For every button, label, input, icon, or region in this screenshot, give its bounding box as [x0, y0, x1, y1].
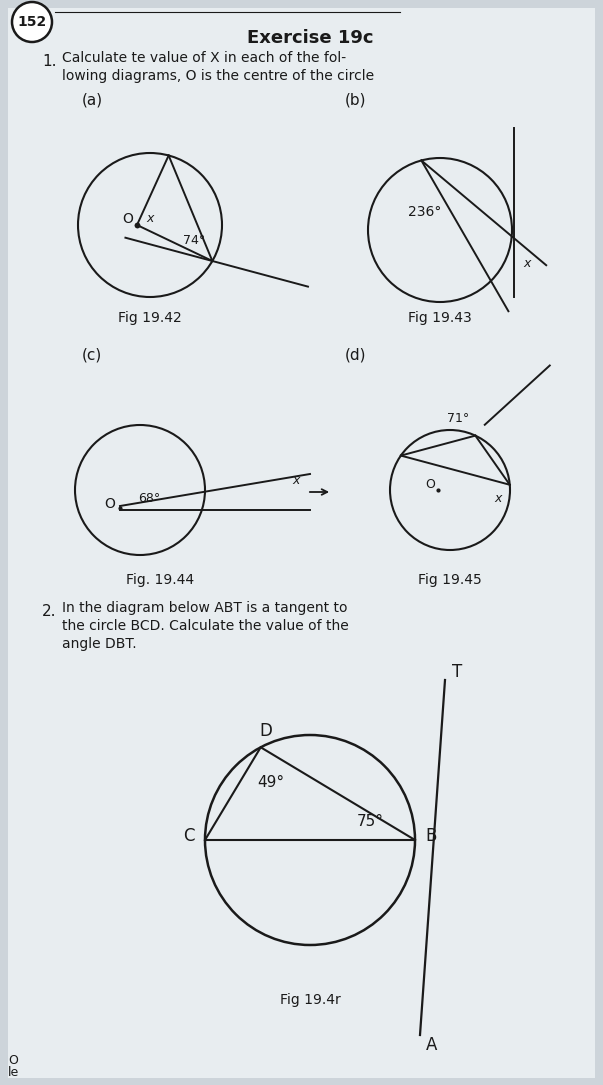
Text: le: le — [8, 1065, 19, 1078]
Text: lowing diagrams, O is the centre of the circle: lowing diagrams, O is the centre of the … — [62, 69, 374, 82]
Text: angle DBT.: angle DBT. — [62, 637, 137, 651]
Text: Fig 19.42: Fig 19.42 — [118, 311, 182, 326]
Text: Fig 19.43: Fig 19.43 — [408, 311, 472, 326]
Text: 49°: 49° — [257, 775, 284, 790]
Text: In the diagram below ABT is a tangent to: In the diagram below ABT is a tangent to — [62, 601, 347, 615]
Text: Calculate te value of X in each of the fol-: Calculate te value of X in each of the f… — [62, 51, 346, 65]
Text: 2.: 2. — [42, 604, 57, 620]
Text: Fig 19.4r: Fig 19.4r — [280, 993, 340, 1007]
Text: T: T — [452, 663, 462, 681]
Text: Exercise 19c: Exercise 19c — [247, 29, 373, 47]
Text: O: O — [104, 497, 115, 511]
Text: Fig. 19.44: Fig. 19.44 — [126, 573, 194, 587]
Text: (c): (c) — [82, 347, 103, 362]
Text: x: x — [147, 213, 154, 226]
Text: (d): (d) — [345, 347, 367, 362]
Text: x: x — [292, 473, 300, 486]
Text: Fig 19.45: Fig 19.45 — [418, 573, 482, 587]
FancyBboxPatch shape — [8, 8, 595, 1078]
Text: 1.: 1. — [42, 54, 57, 69]
Text: C: C — [183, 827, 195, 845]
Text: x: x — [523, 257, 531, 270]
Text: x: x — [494, 493, 502, 506]
Text: O: O — [122, 212, 133, 226]
Text: the circle BCD. Calculate the value of the: the circle BCD. Calculate the value of t… — [62, 620, 349, 633]
Text: O: O — [425, 478, 435, 492]
Text: 71°: 71° — [447, 411, 469, 424]
Text: (b): (b) — [345, 92, 367, 107]
Text: D: D — [259, 723, 272, 740]
Circle shape — [12, 2, 52, 42]
Text: A: A — [426, 1036, 438, 1054]
Text: O: O — [8, 1054, 18, 1067]
Text: 74°: 74° — [183, 234, 206, 247]
Text: 75°: 75° — [356, 815, 384, 830]
Text: 68°: 68° — [138, 492, 160, 505]
Text: 152: 152 — [17, 15, 46, 29]
Text: (a): (a) — [82, 92, 103, 107]
Text: B: B — [425, 827, 437, 845]
Text: 236°: 236° — [408, 205, 441, 219]
